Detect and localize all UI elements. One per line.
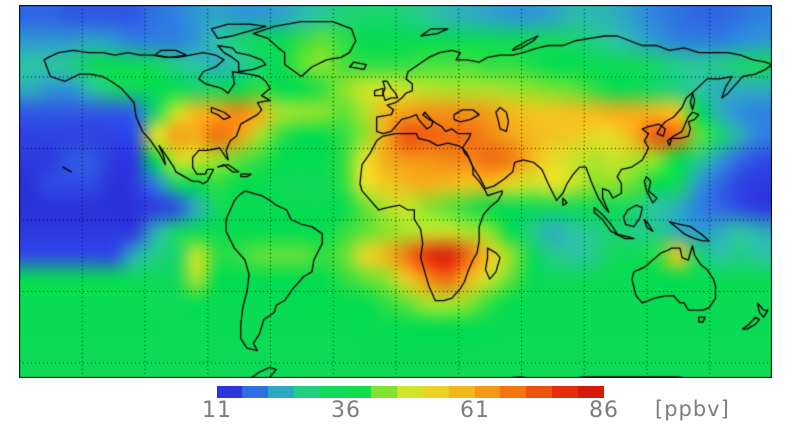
- colorbar: [217, 386, 604, 398]
- colorbar-unit-label: [ppbv]: [655, 397, 730, 421]
- colorbar-gradient: [217, 386, 604, 398]
- world-heatmap-canvas: [19, 5, 772, 378]
- colorbar-tick-label: 86: [589, 398, 619, 423]
- world-map-panel: [19, 5, 772, 378]
- colorbar-tick-label: 36: [330, 398, 361, 423]
- colorbar-tick-label: 61: [460, 398, 490, 423]
- colorbar-tick-label: 11: [202, 398, 232, 423]
